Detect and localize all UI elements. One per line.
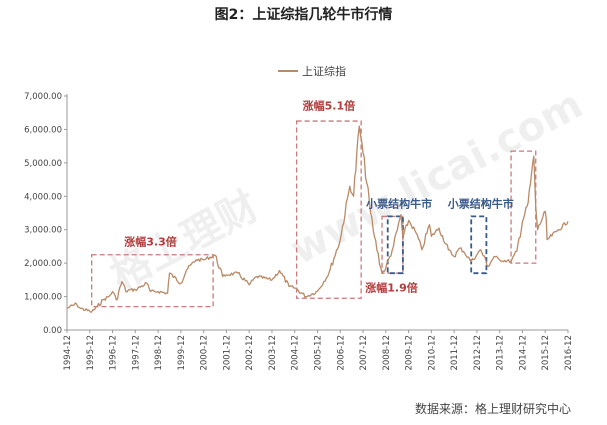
x-tick-label: 1997-12 bbox=[131, 335, 141, 371]
watermark: 格上理财 www.licai.com bbox=[103, 81, 590, 298]
annotation-box-red bbox=[295, 120, 362, 299]
y-tick-label: 6,000.00 bbox=[24, 125, 62, 135]
x-tick-label: 2015-12 bbox=[541, 335, 551, 371]
x-tick-label: 1996-12 bbox=[109, 335, 119, 371]
x-tick-label: 1999-12 bbox=[177, 335, 187, 371]
x-tick-label: 2004-12 bbox=[291, 335, 301, 371]
x-tick-label: 2006-12 bbox=[336, 335, 346, 371]
legend: 上证综指 bbox=[278, 64, 346, 78]
x-tick-label: 2016-12 bbox=[564, 335, 574, 371]
annotation-label-blue: 小票结构牛市 bbox=[365, 196, 432, 210]
annotation-box-red bbox=[91, 254, 214, 308]
x-tick-label: 2013-12 bbox=[496, 335, 506, 371]
y-tick-label: 2,000.00 bbox=[24, 259, 62, 269]
series-line-shanghai-composite bbox=[66, 125, 569, 313]
x-tick-label: 2010-12 bbox=[427, 335, 437, 371]
series-layer bbox=[66, 125, 569, 313]
x-tick-label: 2007-12 bbox=[359, 335, 369, 371]
y-tick-label: 1,000.00 bbox=[24, 293, 62, 303]
x-tick-label: 2005-12 bbox=[314, 335, 324, 371]
x-tick-label: 2001-12 bbox=[222, 335, 232, 371]
x-tick-label: 2003-12 bbox=[268, 335, 278, 371]
x-tick-label: 2002-12 bbox=[245, 335, 255, 371]
x-tick-label: 2012-12 bbox=[473, 335, 483, 371]
x-tick-label: 2008-12 bbox=[382, 335, 392, 371]
chart-title: 图2：上证综指几轮牛市行情 bbox=[214, 7, 393, 23]
annotation-label-red: 涨幅1.9倍 bbox=[365, 281, 418, 295]
y-tick-label: 3,000.00 bbox=[24, 226, 62, 236]
axes: 0.00 1,000.00 2,000.00 3,000.00 4,000.00 5,00… bbox=[24, 92, 574, 371]
x-tick-label: 2014-12 bbox=[518, 335, 528, 371]
annotation-label-red: 涨幅3.3倍 bbox=[124, 234, 177, 248]
source-text: 数据来源：格上理财研究中心 bbox=[415, 401, 571, 416]
x-tick-label: 2009-12 bbox=[405, 335, 415, 371]
annotation-box-blue bbox=[470, 215, 488, 275]
annotation-label-blue: 小票结构牛市 bbox=[447, 196, 514, 210]
source-note: 数据来源：格上理财研究中心 bbox=[415, 401, 571, 416]
y-tick-label: 5,000.00 bbox=[24, 159, 62, 169]
x-tick-label: 2011-12 bbox=[450, 335, 460, 371]
x-tick-label: 1995-12 bbox=[86, 335, 96, 371]
annotation-label-red: 涨幅5.1倍 bbox=[303, 99, 356, 113]
y-tick-label: 0.00 bbox=[43, 326, 62, 336]
y-tick-label: 4,000.00 bbox=[24, 192, 62, 202]
y-tick-label: 7,000.00 bbox=[24, 92, 62, 102]
x-tick-label: 1994-12 bbox=[63, 335, 73, 371]
x-tick-label: 1998-12 bbox=[154, 335, 164, 371]
x-tick-label: 2000-12 bbox=[200, 335, 210, 371]
legend-label: 上证综指 bbox=[302, 64, 346, 78]
annotation-box-blue bbox=[386, 215, 404, 275]
